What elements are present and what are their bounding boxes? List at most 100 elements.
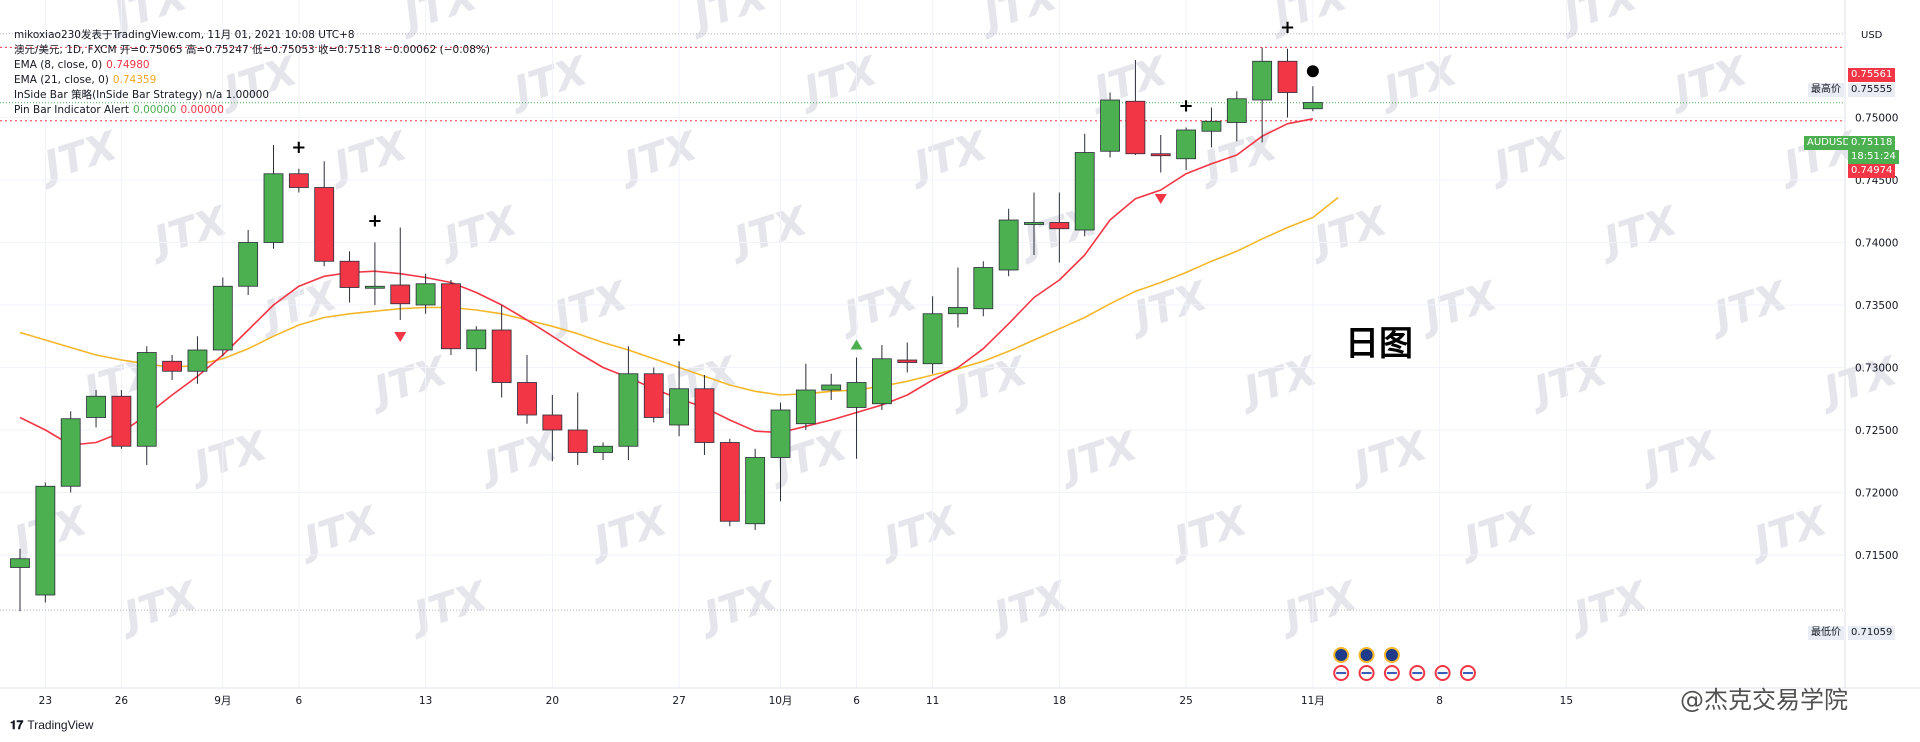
low-price-tag-label: 最低价 <box>1808 626 1844 640</box>
plus-marker: + <box>291 137 306 158</box>
watermark-text: JTX <box>1262 0 1354 42</box>
watermark-text: JTX <box>1412 273 1504 342</box>
watermark-text: JTX <box>1592 198 1684 267</box>
candle <box>922 296 943 374</box>
price-tick-label: 0.72000 <box>1855 488 1898 500</box>
candle <box>1176 127 1196 170</box>
sell-triangle <box>394 332 407 342</box>
ema8-legend[interactable]: EMA (8, close, 0) 0.74980 <box>14 59 150 71</box>
candle-body <box>593 445 613 453</box>
watermark-text: JTX <box>432 198 524 267</box>
candle-body <box>795 389 816 425</box>
candle <box>415 273 436 314</box>
time-axis-ticks: 23 26 9月 6 13 20 27 10月 6 11 18 25 11月 8 15 <box>39 695 1573 707</box>
candle-body <box>517 382 537 416</box>
candle <box>694 375 715 455</box>
candle <box>897 342 918 373</box>
candle-layer <box>10 47 1323 612</box>
candle <box>1125 60 1146 155</box>
watermark-text: JTX <box>322 123 414 192</box>
watermark-text: JTX <box>1562 573 1654 642</box>
watermark-text: JTX <box>682 0 774 42</box>
tradingview-logo[interactable]: 𝟏𝟕 TradingView <box>10 718 94 732</box>
candle <box>136 346 157 465</box>
pinbar-legend[interactable]: Pin Bar Indicator Alert 0.00000 0.00000 <box>14 104 224 116</box>
high-price-tag-value: 0.75555 <box>1848 83 1896 97</box>
candle-body <box>567 429 588 453</box>
watermark-text: JTX <box>212 48 304 117</box>
ema21-legend[interactable]: EMA (21, close, 0) 0.74359 <box>14 74 157 86</box>
watermark-text: JTX <box>292 498 384 567</box>
watermark-text: JTX <box>612 123 704 192</box>
time-tick-label: 11月 <box>1301 695 1325 707</box>
watermark-text: JTX <box>1192 123 1284 192</box>
candle-body <box>770 409 791 458</box>
candle <box>1024 192 1044 255</box>
watermark-text: JTX <box>472 423 564 492</box>
candle <box>390 227 411 320</box>
au-event-flag <box>1383 647 1400 663</box>
candle-body <box>238 242 259 287</box>
candle <box>542 395 563 462</box>
candle <box>948 267 968 328</box>
plus-marker: + <box>672 329 687 350</box>
last-price-tag: 0.75118 <box>1848 136 1896 150</box>
symbol-ohlc-line: 澳元/美元, 1D, FXCM 开=0.75065 高=0.75247 低=0.… <box>14 44 490 56</box>
candle <box>770 402 791 502</box>
candle <box>998 208 1019 277</box>
candle-body <box>719 442 740 522</box>
watermark-text: JTX <box>1052 423 1144 492</box>
candle <box>618 346 639 460</box>
publisher-line: mikoxiao230发表于TradingView.com, 11月 01, 2… <box>14 29 355 41</box>
candle <box>1226 91 1247 142</box>
candle-body <box>1226 98 1247 123</box>
time-tick-label: 11 <box>926 695 939 707</box>
insidebar-legend[interactable]: InSide Bar 策略(InSide Bar Strategy) n/a 1… <box>14 89 270 101</box>
watermark-text: JTX <box>1522 348 1614 417</box>
time-tick-label: 10月 <box>769 695 793 707</box>
watermark-text: JTX <box>1812 348 1904 417</box>
candle <box>1049 192 1070 263</box>
watermark-text: JTX <box>392 0 484 42</box>
candle <box>669 361 689 437</box>
watermark-text: JTX <box>32 123 124 192</box>
watermark-text: JTX <box>1372 48 1464 117</box>
candle-body <box>86 395 106 418</box>
time-tick-label: 9月 <box>214 695 231 707</box>
au-event-flag <box>1358 647 1375 663</box>
dot-marker <box>1306 65 1319 78</box>
candle-body <box>1024 222 1044 225</box>
watermark-text: JTX <box>942 348 1034 417</box>
candle-body <box>491 329 512 383</box>
watermark-text: JTX <box>972 0 1064 42</box>
candle-body <box>542 414 563 431</box>
candle-body <box>821 384 842 391</box>
watermark-text: JTX <box>362 348 454 417</box>
watermark-text: JTX <box>182 423 274 492</box>
event-flags <box>1333 647 1476 681</box>
candle-body <box>314 187 335 262</box>
candle <box>567 392 588 465</box>
time-tick-label: 20 <box>546 695 559 707</box>
watermark-text: JTX <box>832 273 924 342</box>
candle <box>339 251 360 303</box>
candle-body <box>1201 120 1222 132</box>
candle <box>517 355 537 424</box>
candle <box>60 411 81 493</box>
candle <box>1150 135 1171 173</box>
candle <box>238 230 259 295</box>
time-tick-label: 26 <box>115 695 129 707</box>
watermark-text: JTX <box>112 573 204 642</box>
watermark-text: JTX <box>1302 198 1394 267</box>
sell-triangle <box>1154 194 1167 204</box>
candle-body <box>998 219 1019 271</box>
countdown-tag: 18:51:24 <box>1848 150 1899 164</box>
candle-body <box>263 173 284 243</box>
candle-body <box>60 418 81 487</box>
candle <box>111 390 132 449</box>
ema8-line <box>19 118 1314 446</box>
candle <box>466 326 487 372</box>
time-tick-label: 23 <box>39 695 52 707</box>
candle <box>314 161 335 267</box>
